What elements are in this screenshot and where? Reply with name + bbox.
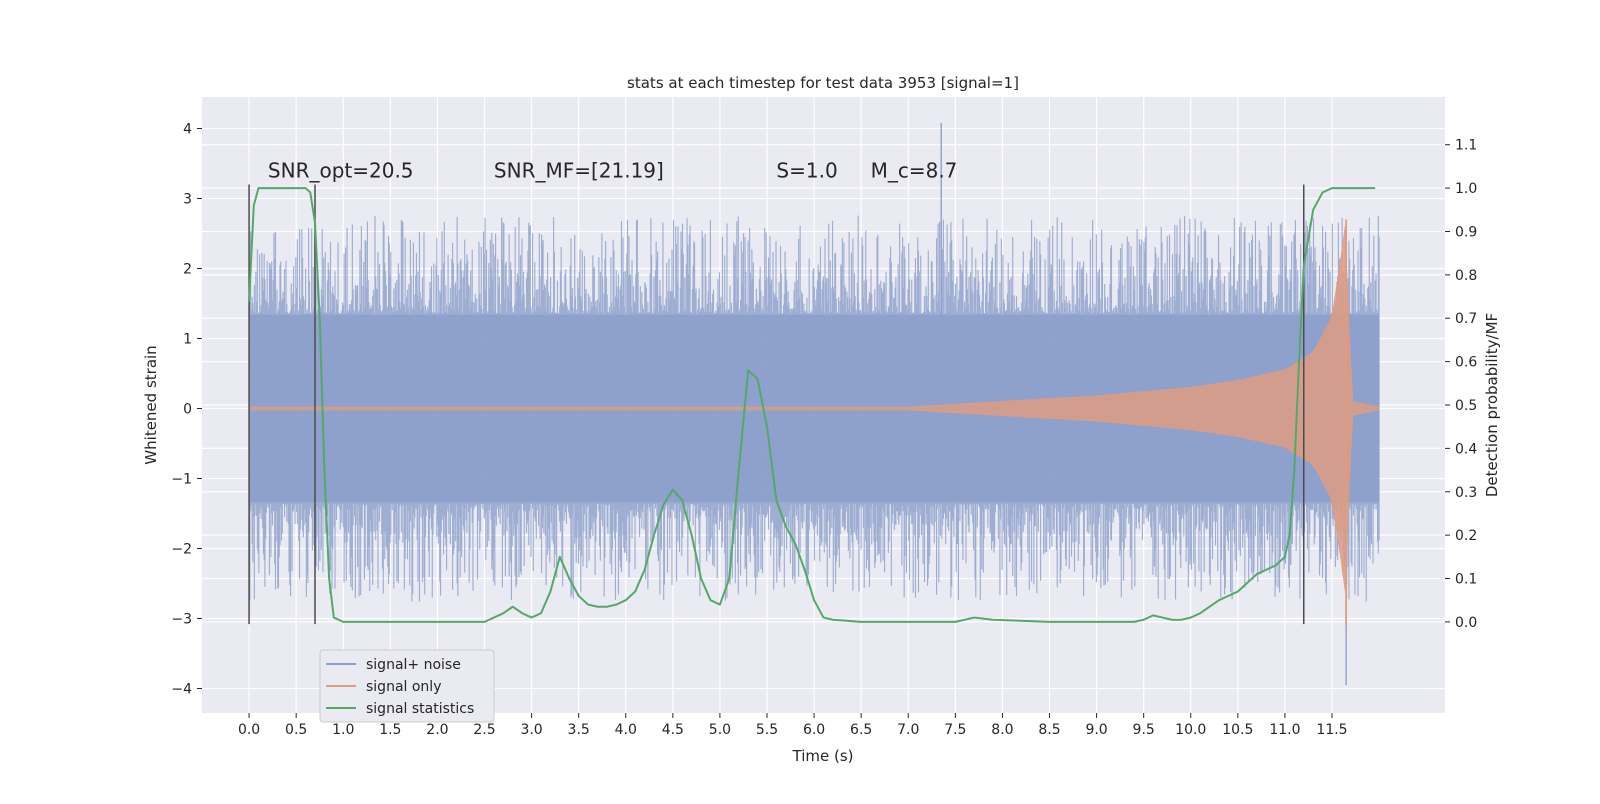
y-right-tick-label: 0.3 [1455,485,1477,501]
y-left-tick-label: 2 [183,262,192,278]
x-tick-label: 2.5 [473,722,495,738]
annotation-chirp-mass: M_c=8.7 [871,159,958,183]
legend-box [319,649,495,723]
x-tick-label: 10.5 [1222,722,1253,738]
y-right-tick-label: 0.5 [1455,398,1477,414]
y-left-tick-label: −1 [171,472,192,488]
x-tick-label: 9.0 [1085,722,1107,738]
y-right-tick-label: 1.0 [1455,181,1477,197]
x-tick-label: 11.5 [1316,722,1347,738]
y-left-tick-label: −3 [171,612,192,628]
axes: 0.0 0.5 1.0 1.5 2.0 2.5 3.0 3.5 4.0 4.5 5.0 5.5 6.0 6… [171,122,1477,739]
x-tick-label: 0.5 [285,722,307,738]
x-tick-label: 0.0 [238,722,260,738]
x-tick-label: 7.0 [897,722,919,738]
annotation-snr-mf: SNR_MF=[21.19] [494,159,664,183]
x-tick-label: 4.5 [662,722,684,738]
y-left-tick-label: 1 [183,332,192,348]
x-tick-label: 3.0 [520,722,542,738]
y-right-tick-label: 0.1 [1455,572,1477,588]
signal-statistics-line [248,187,1376,623]
legend-label: signal statistics [366,701,474,717]
x-tick-label: 4.0 [615,722,637,738]
signal-only-series [248,219,1380,626]
y-left-tick-label: −2 [171,542,192,558]
y-left-tick-label: 0 [183,402,192,418]
x-tick-label: 6.0 [803,722,825,738]
annotation-snr-opt: SNR_opt=20.5 [268,159,414,183]
x-tick-label: 10.0 [1175,722,1206,738]
x-tick-label: 11.0 [1269,722,1300,738]
y-right-tick-label: 0.7 [1455,311,1477,327]
y-left-tick-label: 4 [183,122,192,138]
right-y-axis-label: Detection probability/MF [1483,313,1501,497]
legend: signal+ noise signal only signal statistic… [319,649,495,723]
x-tick-label: 8.0 [991,722,1013,738]
x-tick-label: 6.5 [850,722,872,738]
x-tick-label: 3.5 [568,722,590,738]
y-left-tick-label: 3 [183,192,192,208]
legend-label: signal+ noise [366,657,461,673]
y-right-tick-label: 0.4 [1455,441,1477,457]
y-right-tick-label: 0.0 [1455,615,1477,631]
legend-label: signal only [366,679,441,695]
x-tick-label: 8.5 [1038,722,1060,738]
y-right-tick-label: 1.1 [1455,138,1477,154]
x-tick-label: 2.0 [426,722,448,738]
signal-statistics-series [248,187,1376,623]
y-left-tick-label: −4 [171,682,192,698]
chart-title: stats at each timestep for test data 395… [627,74,1019,92]
y-right-tick-label: 0.6 [1455,355,1477,371]
x-tick-label: 1.0 [332,722,354,738]
x-axis-label: Time (s) [792,747,854,765]
x-tick-label: 5.0 [709,722,731,738]
y-right-tick-label: 0.8 [1455,268,1477,284]
left-y-axis-label: Whitened strain [142,345,160,464]
vertical-markers [248,184,1305,625]
x-tick-label: 7.5 [944,722,966,738]
y-right-tick-label: 0.9 [1455,224,1477,240]
annotation-s-value: S=1.0 [776,159,837,183]
annotations: SNR_opt=20.5 SNR_MF=[21.19] S=1.0 M_c=8.7 [268,159,957,183]
y-right-tick-label: 0.2 [1455,528,1477,544]
x-tick-label: 5.5 [756,722,778,738]
x-tick-label: 9.5 [1133,722,1155,738]
x-tick-label: 1.5 [379,722,401,738]
